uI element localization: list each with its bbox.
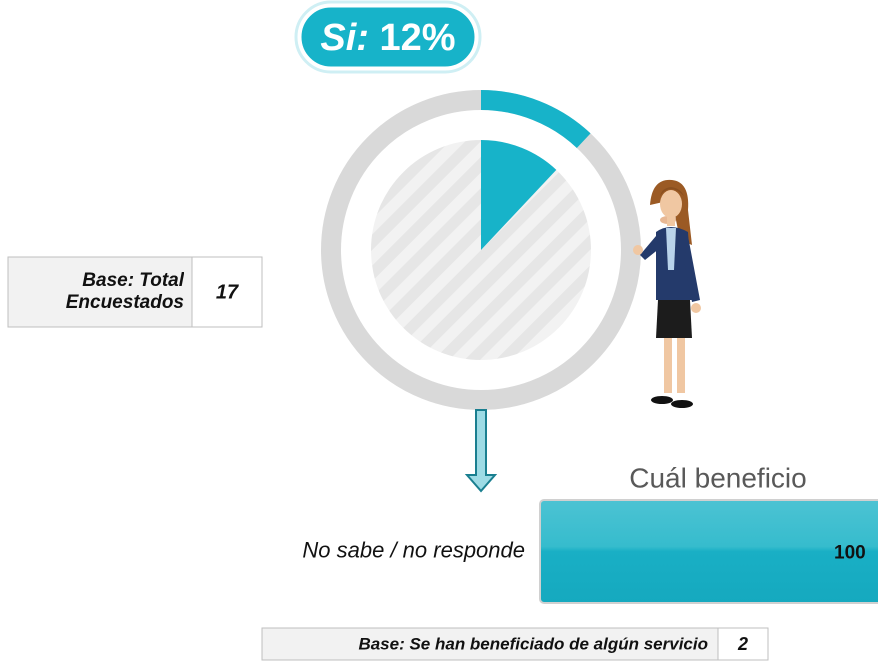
base-value-cell	[191, 256, 263, 328]
pill-outline	[294, 0, 482, 74]
pill-border	[298, 4, 478, 70]
bar-layer: 100	[539, 499, 878, 604]
base-label-cell	[261, 627, 719, 661]
pill-value: 12%	[380, 17, 456, 59]
base-label: Base: Total Encuestados	[65, 270, 184, 313]
pie-slice	[481, 140, 557, 250]
category-label: No sabe / no responde	[302, 537, 525, 562]
bar	[539, 499, 878, 604]
bar-title: Cuál beneficio	[629, 462, 806, 493]
base-value: 17	[216, 281, 239, 303]
pie-ring-slice	[481, 90, 591, 148]
down-arrow	[464, 409, 498, 493]
base-label-cell	[7, 256, 193, 328]
base-value: 2	[737, 634, 748, 654]
pill-text: Si: 12%	[320, 17, 455, 59]
pie-layer	[481, 90, 591, 250]
base-label-box: Base: Total Encuestados	[65, 270, 184, 313]
bar-value-label: 100	[834, 543, 866, 564]
pill-label: Si:	[320, 17, 369, 59]
base-value-cell	[717, 627, 769, 661]
base-label: Base: Se han beneficiado de algún servic…	[358, 634, 708, 653]
person-illustration	[633, 179, 701, 408]
